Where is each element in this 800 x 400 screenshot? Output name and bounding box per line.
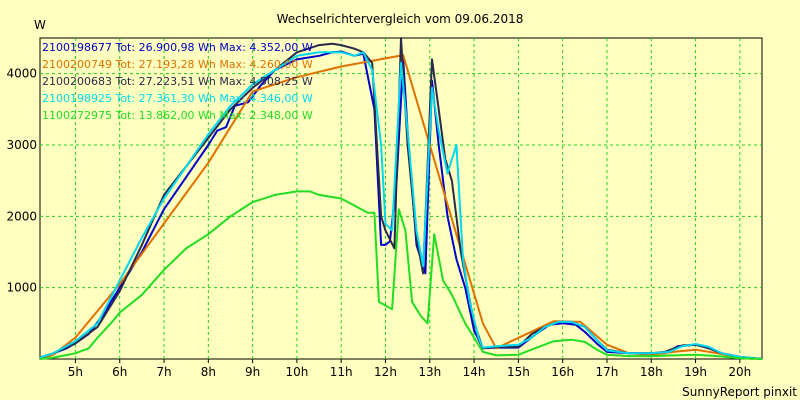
x-tick-label: 18h [640, 365, 663, 379]
x-tick-label: 12h [374, 365, 397, 379]
x-tick-label: 5h [68, 365, 83, 379]
x-tick-label: 11h [330, 365, 353, 379]
series-line-2100200749 [39, 54, 754, 360]
chart-title: Wechselrichtervergleich vom 09.06.2018 [277, 12, 524, 26]
x-tick-label: 19h [684, 365, 707, 379]
y-axis-label: W [34, 18, 46, 32]
legend-entry-2100200749: 2100200749 Tot: 27.193,28 Wh Max: 4.260,… [42, 58, 313, 71]
x-tick-label: 9h [245, 365, 260, 379]
x-tick-label: 17h [596, 365, 619, 379]
x-tick-label: 16h [551, 365, 574, 379]
y-tick-label: 4000 [6, 67, 37, 81]
y-tick-label: 3000 [6, 138, 37, 152]
x-tick-label: 8h [201, 365, 216, 379]
series-line-1100272975 [39, 190, 763, 360]
x-tick-label: 15h [507, 365, 530, 379]
legend: 2100198677 Tot: 26.900,98 Wh Max: 4.352,… [42, 41, 313, 122]
y-tick-label: 2000 [6, 209, 37, 223]
x-tick-label: 10h [285, 365, 308, 379]
x-tick-label: 14h [463, 365, 486, 379]
legend-entry-2100198925: 2100198925 Tot: 27.361,30 Wh Max: 4.346,… [42, 92, 313, 105]
x-tick-label: 20h [728, 365, 751, 379]
series-line-2100198925 [39, 51, 763, 360]
footer-credit: SunnyReport pinxit [682, 385, 797, 399]
x-tick-label: 6h [112, 365, 127, 379]
legend-entry-1100272975: 1100272975 Tot: 13.862,00 Wh Max: 2.348,… [42, 109, 313, 122]
y-axis: 1000 2000 3000 4000 [6, 67, 37, 295]
series-group [39, 37, 763, 360]
legend-entry-2100200683: 2100200683 Tot: 27.223,51 Wh Max: 4.508,… [42, 75, 313, 88]
y-tick-label: 1000 [6, 281, 37, 295]
legend-entry-2100198677: 2100198677 Tot: 26.900,98 Wh Max: 4.352,… [42, 41, 313, 54]
x-tick-label: 7h [156, 365, 171, 379]
x-tick-label: 13h [418, 365, 441, 379]
x-axis: 5h 6h 7h 8h 9h 10h 11h 12h 13h 14h 15h 16h 17h 18h 19h… [68, 359, 751, 379]
